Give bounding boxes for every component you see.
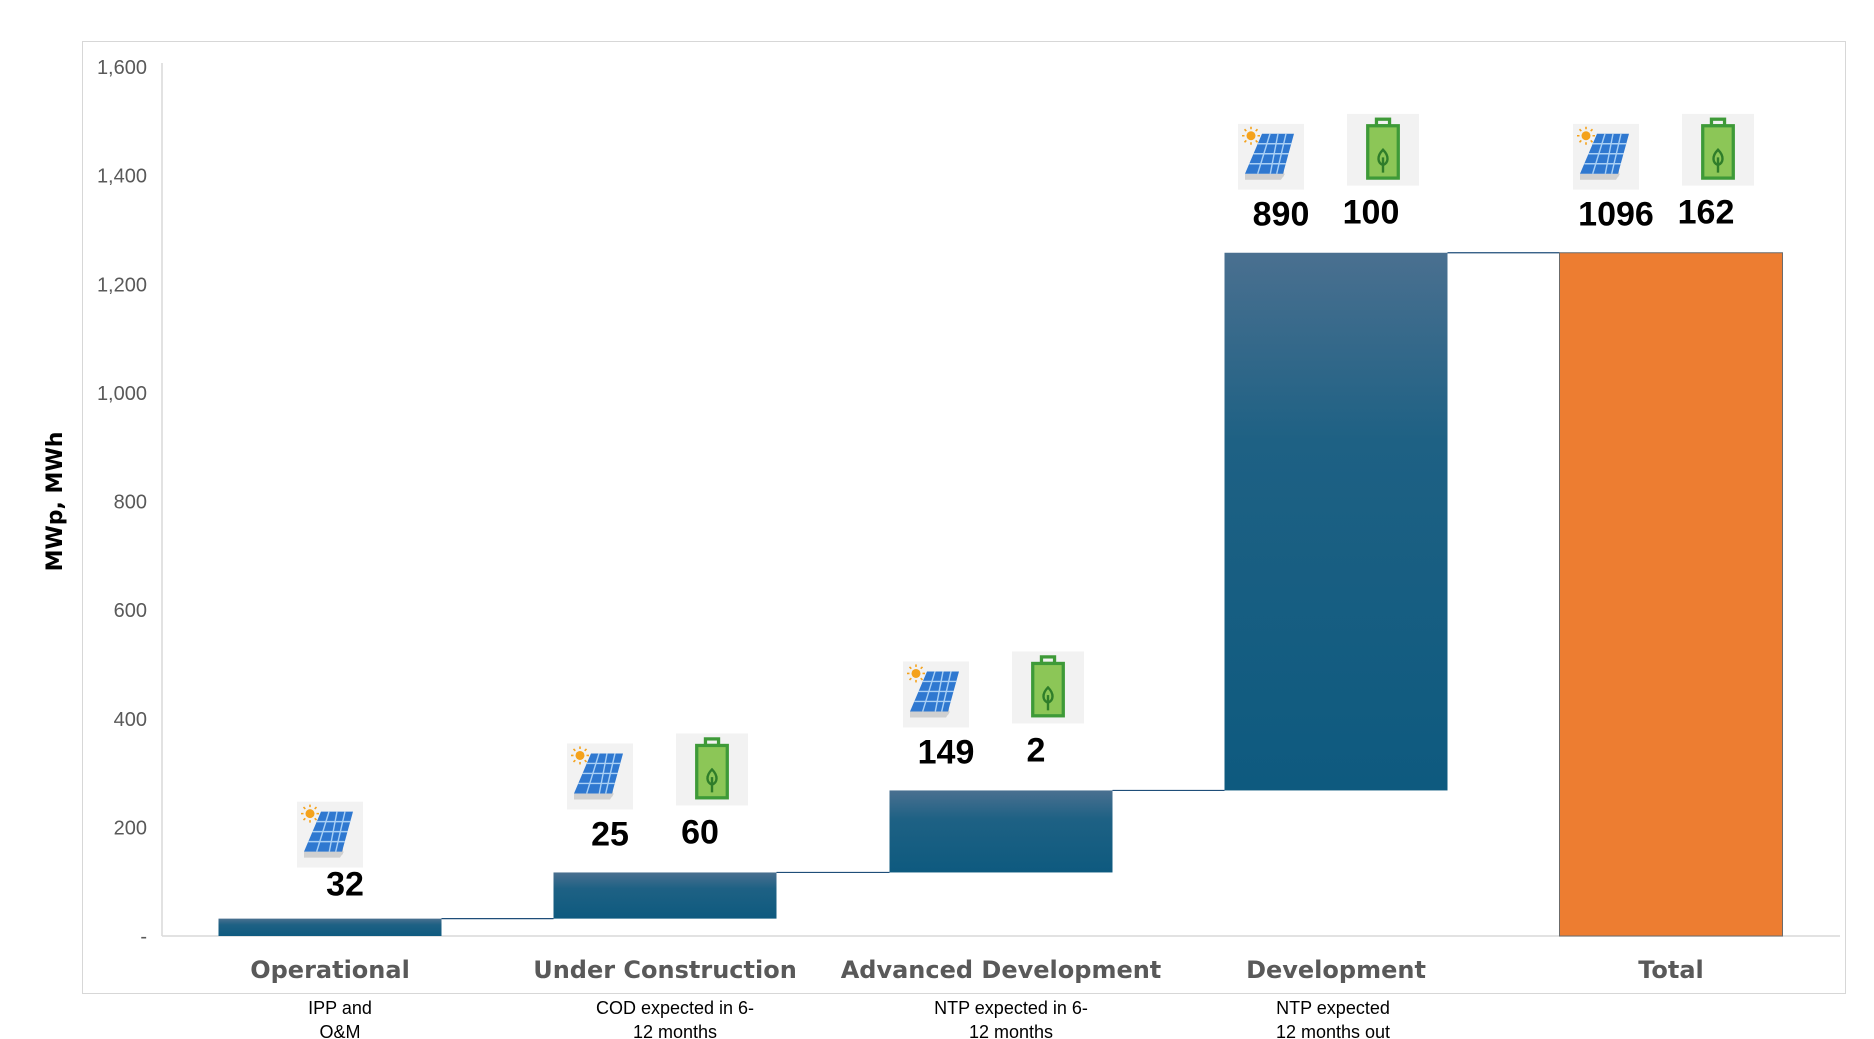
category-subtitle: 12 months bbox=[633, 1022, 717, 1039]
battery-leaf-icon bbox=[1010, 651, 1086, 724]
waterfall-bar bbox=[1224, 252, 1448, 791]
data-label-solar: 1096 bbox=[1578, 196, 1654, 234]
waterfall-bar bbox=[553, 872, 777, 919]
y-tick-label: 1,600 bbox=[97, 57, 147, 79]
chart-frame bbox=[82, 41, 1846, 994]
data-label-storage: 2 bbox=[1027, 731, 1046, 769]
data-label-solar: 890 bbox=[1253, 196, 1310, 234]
data-label-storage: 100 bbox=[1343, 194, 1400, 232]
category-subtitle: NTP expected in 6- bbox=[934, 998, 1088, 1018]
category-subtitle: NTP expected bbox=[1276, 998, 1390, 1018]
y-tick-label: 200 bbox=[114, 817, 147, 839]
data-label-storage: 162 bbox=[1678, 194, 1735, 232]
y-tick-label: 1,200 bbox=[97, 274, 147, 296]
solar-panel-icon bbox=[567, 743, 633, 810]
solar-panel-icon bbox=[1238, 123, 1304, 190]
category-subtitle: 12 months out bbox=[1276, 1022, 1390, 1039]
y-axis-title: MWp, MWh bbox=[43, 432, 68, 572]
battery-leaf-icon bbox=[1680, 113, 1756, 186]
category-subtitle: IPP and bbox=[308, 998, 372, 1018]
solar-panel-icon bbox=[1573, 123, 1639, 190]
data-label-storage: 60 bbox=[681, 813, 719, 851]
battery-leaf-icon bbox=[674, 733, 750, 806]
y-tick-label: 400 bbox=[114, 709, 147, 731]
data-label-solar: 32 bbox=[326, 866, 364, 904]
waterfall-bar bbox=[889, 790, 1113, 873]
category-subtitle: COD expected in 6- bbox=[596, 998, 754, 1018]
battery-leaf-icon bbox=[1345, 113, 1421, 186]
category-label: Operational bbox=[250, 956, 410, 984]
total-bar bbox=[1559, 252, 1783, 937]
y-tick-label: 1,000 bbox=[97, 383, 147, 405]
data-label-solar: 25 bbox=[591, 815, 629, 853]
category-label: Total bbox=[1638, 956, 1704, 984]
y-tick-label: 800 bbox=[114, 492, 147, 514]
category-label: Development bbox=[1246, 956, 1426, 984]
y-tick-label: 1,400 bbox=[97, 166, 147, 188]
y-tick-label: - bbox=[140, 926, 147, 948]
category-label: Advanced Development bbox=[841, 956, 1162, 984]
solar-panel-icon bbox=[297, 801, 363, 868]
category-label: Under Construction bbox=[533, 956, 797, 984]
y-tick-label: 600 bbox=[114, 600, 147, 622]
data-label-solar: 149 bbox=[918, 733, 975, 771]
solar-panel-icon bbox=[903, 661, 969, 728]
waterfall-bar bbox=[218, 918, 442, 936]
category-subtitle: 12 months bbox=[969, 1022, 1053, 1039]
category-subtitle: O&M bbox=[319, 1022, 360, 1039]
